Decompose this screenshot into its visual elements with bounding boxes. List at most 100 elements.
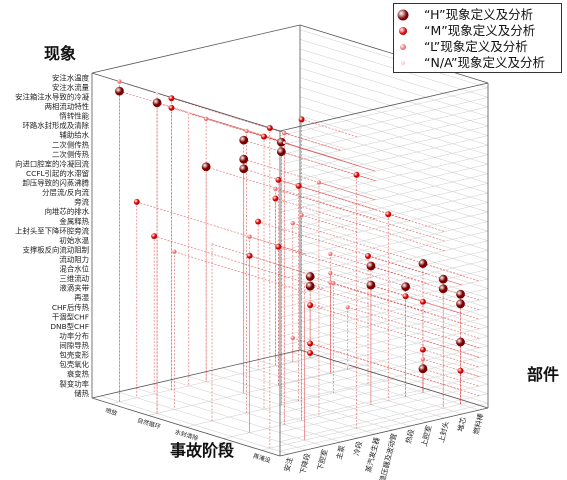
data-point	[295, 182, 302, 189]
grid-line	[279, 383, 489, 433]
legend-marker-na	[401, 61, 405, 65]
drop-line	[330, 253, 463, 295]
data-point	[152, 98, 162, 108]
grid-line	[299, 172, 489, 232]
data-point	[273, 186, 278, 192]
drop-line	[330, 282, 463, 324]
drop-line	[292, 222, 463, 276]
data-point	[457, 367, 464, 374]
y-tick-label: 混合水位	[59, 265, 89, 274]
data-point	[421, 338, 425, 342]
grid-line	[279, 144, 489, 194]
drop-line	[301, 119, 359, 138]
grid-line	[279, 355, 489, 404]
z-axis-title: 部件	[527, 365, 559, 384]
legend-marker-h	[397, 9, 409, 21]
y-tick-label: 裂变功率	[59, 379, 89, 388]
legend-item-m: “M”现象定义及分析	[394, 23, 561, 39]
data-point	[307, 302, 314, 309]
data-point	[303, 300, 306, 303]
grid-line	[299, 77, 489, 136]
data-point	[419, 298, 426, 305]
data-point	[307, 350, 314, 357]
drop-line	[206, 166, 376, 220]
drop-line	[301, 214, 359, 233]
frame-layer	[91, 24, 489, 457]
y-tick-label: 衰变热	[67, 370, 90, 379]
x-axis-title: 事故阶段	[170, 441, 235, 460]
grid-line	[279, 154, 489, 203]
data-point	[290, 335, 295, 341]
data-point	[366, 280, 376, 290]
grid-line	[299, 67, 489, 127]
data-point	[133, 198, 140, 205]
data-point	[275, 176, 282, 183]
y-tick-label: 初始水温	[59, 236, 89, 245]
y-tick-label: 辅助给水	[59, 131, 89, 140]
data-point	[346, 363, 350, 367]
drop-line	[174, 251, 307, 293]
legend: “H”现象定义及分析 “M”现象定义及分析 “L”现象定义及分析 “N/A”现象…	[393, 3, 562, 73]
drop-line	[284, 142, 341, 161]
grid-line	[299, 278, 489, 337]
y-tick-label: 旁流	[74, 198, 89, 207]
data-point	[155, 91, 159, 95]
data-point	[210, 242, 214, 246]
frame-edge	[279, 82, 489, 132]
grid-line	[299, 163, 489, 222]
frame-edge	[91, 397, 281, 457]
grid-line	[299, 192, 489, 251]
y-tick-label: 金属释热	[59, 217, 89, 226]
data-point	[276, 147, 286, 157]
grid-line	[279, 393, 489, 442]
legend-label-l: “L”现象定义及分析	[424, 39, 528, 54]
data-point	[239, 154, 249, 164]
grid-line	[279, 211, 489, 261]
grid-line	[279, 87, 489, 137]
data-point	[456, 337, 465, 347]
data-point	[456, 289, 465, 299]
y-tick-label: 包壳氧化	[59, 360, 89, 369]
grid-line	[299, 220, 489, 280]
grid-line	[279, 173, 489, 223]
grid-line	[299, 306, 489, 366]
drop-line	[154, 235, 324, 289]
grid-line	[110, 355, 319, 405]
drop-line	[243, 168, 376, 210]
grid-line	[299, 96, 489, 155]
grid-line	[299, 258, 489, 318]
y-tick-label: 分层流/反向流	[42, 188, 89, 197]
grid-line	[299, 201, 489, 261]
grid-line	[299, 182, 489, 241]
drop-line	[298, 185, 393, 216]
frame-edge	[91, 72, 281, 132]
data-point	[247, 234, 252, 239]
data-point	[272, 195, 279, 202]
grid-line	[148, 367, 357, 416]
grid-line	[279, 269, 489, 318]
grid-line	[169, 379, 359, 439]
grid-line	[299, 106, 489, 165]
data-point	[331, 280, 336, 286]
grid-line	[299, 134, 489, 194]
data-point	[419, 346, 426, 353]
frame-edge	[91, 349, 301, 399]
grid-line	[279, 230, 489, 280]
grid-line	[279, 135, 489, 184]
drop-line	[292, 337, 463, 391]
data-point	[282, 141, 286, 145]
z-tick-label: 下降段	[298, 452, 312, 475]
data-point	[168, 104, 175, 111]
data-point	[261, 133, 267, 140]
data-point	[303, 281, 306, 284]
y-tick-label: DNB型CHF	[50, 322, 89, 331]
grid-line	[279, 316, 489, 366]
z-tick-label: 燃料棒	[471, 412, 485, 435]
y-tick-label: CCFL引起的水滞留	[26, 169, 89, 178]
data-point	[420, 356, 426, 362]
drop-line	[275, 198, 445, 252]
grid-line	[279, 106, 489, 156]
x-tick-label: 再淹没	[252, 452, 272, 465]
drop-line	[422, 368, 480, 387]
